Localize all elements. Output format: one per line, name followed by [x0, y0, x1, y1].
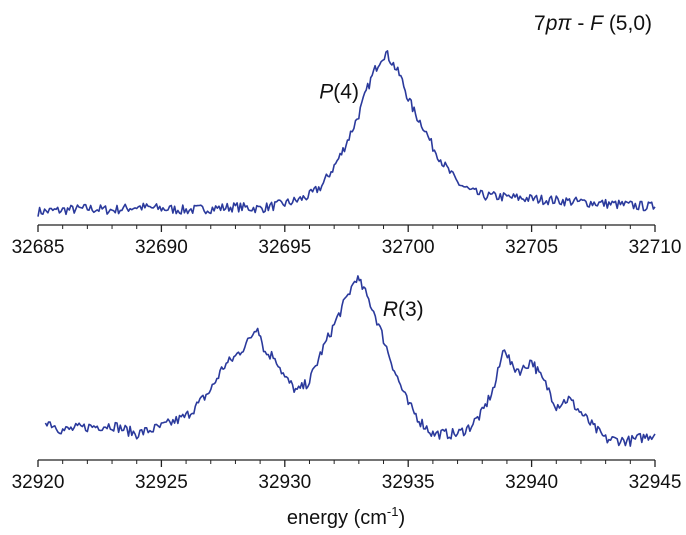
- title-p: p: [545, 12, 558, 35]
- title-rest: (5,0): [603, 12, 652, 35]
- top-spectrum-line: [37, 50, 656, 217]
- bottom-peak-annotation: R(3): [383, 298, 424, 321]
- bottom-ann-rest: (3): [398, 298, 424, 321]
- x-tick-label: 32930: [258, 472, 311, 493]
- bottom-panel: 32920 32925 32930 32935 32940 32945 R(3): [12, 275, 682, 493]
- x-tick-label: 32705: [505, 237, 558, 258]
- x-tick-label: 32700: [382, 237, 435, 258]
- top-x-ticks: 32685 32690 32695 32700 32705 32710: [12, 225, 682, 258]
- x-tick-label: 32685: [12, 237, 65, 258]
- xlabel-text: energy (cm: [287, 507, 387, 529]
- x-tick-label: 32710: [629, 237, 682, 258]
- xlabel-close: ): [398, 507, 405, 529]
- figure-title: 7pπ - F (5,0): [534, 12, 652, 35]
- top-ann-italic: P: [319, 80, 333, 103]
- x-tick-label: 32695: [258, 237, 311, 258]
- top-panel: 32685 32690 32695 32700 32705 32710 P(4): [12, 50, 682, 258]
- bottom-ann-italic: R: [383, 298, 398, 321]
- bottom-x-ticks: 32920 32925 32930 32935 32940 32945: [12, 460, 682, 493]
- x-tick-label: 32940: [505, 472, 558, 493]
- xlabel-sup: -1: [387, 504, 399, 519]
- title-prefix: 7: [534, 12, 546, 35]
- title-dash: -: [571, 12, 590, 35]
- x-tick-label: 32925: [135, 472, 188, 493]
- title-F: F: [590, 12, 604, 35]
- x-tick-label: 32690: [135, 237, 188, 258]
- x-tick-label: 32935: [382, 472, 435, 493]
- x-tick-label: 32945: [629, 472, 682, 493]
- x-axis-label: energy (cm-1): [287, 504, 405, 529]
- title-pi: π: [557, 12, 572, 35]
- x-tick-label: 32920: [12, 472, 65, 493]
- top-ann-rest: (4): [333, 80, 359, 103]
- bottom-spectrum-line: [44, 275, 656, 447]
- top-peak-annotation: P(4): [319, 80, 359, 103]
